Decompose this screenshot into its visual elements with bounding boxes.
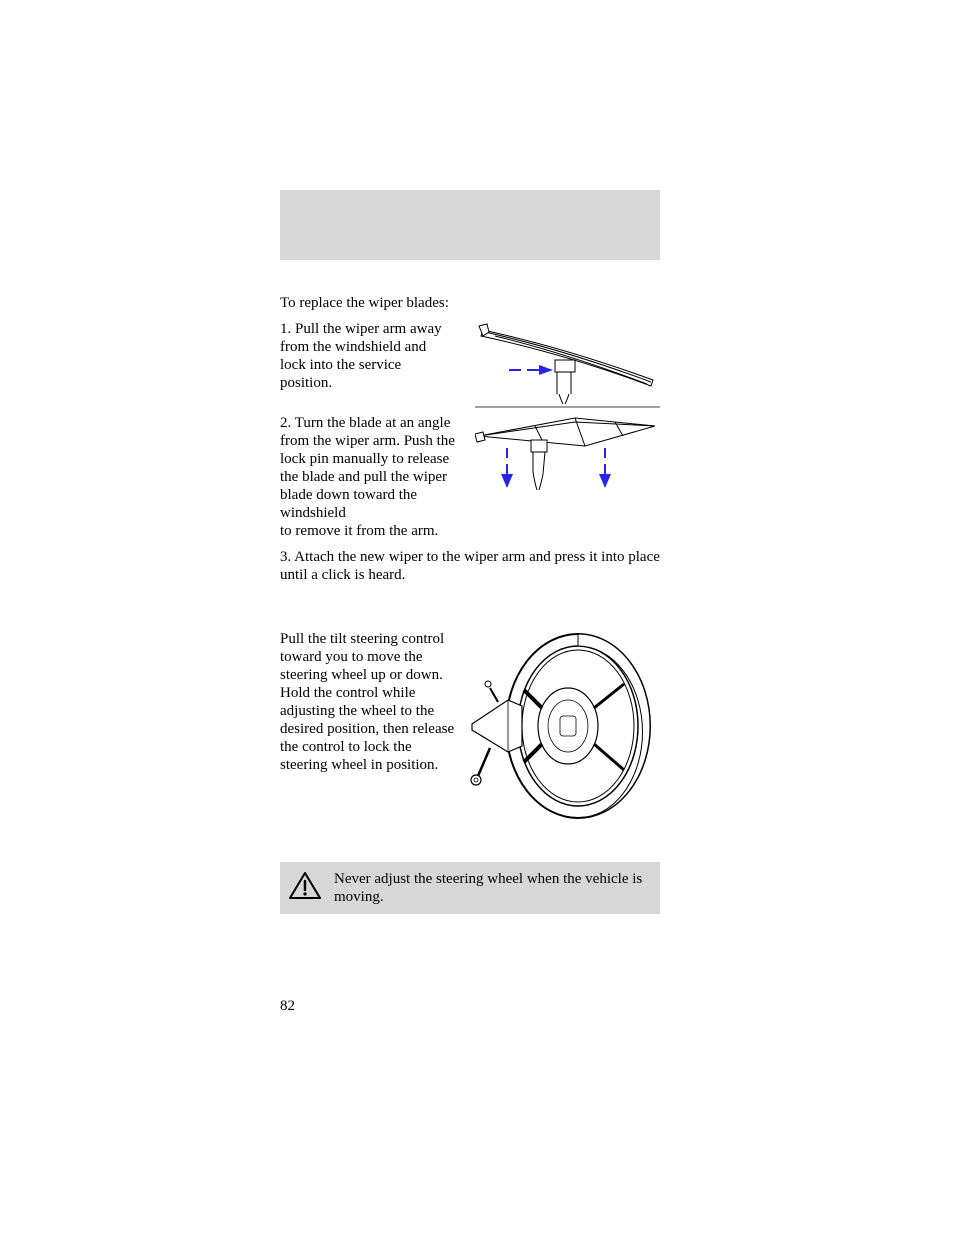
step-1-row: 1. Pull the wiper arm away from the wind… xyxy=(280,320,660,408)
step-2-row: 2. Turn the blade at an angle from the w… xyxy=(280,412,660,522)
step-2-text-b: to remove it from the arm. xyxy=(280,522,660,540)
step-3-text: 3. Attach the new wiper to the wiper arm… xyxy=(280,548,660,584)
figure-1-wiper-top xyxy=(450,320,660,408)
warning-triangle-icon xyxy=(288,871,322,906)
tilt-steering-text: Pull the tilt steering control toward yo… xyxy=(280,630,455,774)
content-column: To replace the wiper blades: 1. Pull the… xyxy=(280,294,660,914)
step-1-text: 1. Pull the wiper arm away from the wind… xyxy=(280,320,450,392)
tilt-steering-row: Pull the tilt steering control toward yo… xyxy=(280,630,660,830)
intro-text: To replace the wiper blades: xyxy=(280,294,660,312)
figure-2-wiper-perspective xyxy=(470,412,660,512)
warning-callout: Never adjust the steering wheel when the… xyxy=(280,862,660,914)
warning-text: Never adjust the steering wheel when the… xyxy=(334,870,648,906)
manual-page: To replace the wiper blades: 1. Pull the… xyxy=(0,0,954,1235)
step-2-text-a: 2. Turn the blade at an angle from the w… xyxy=(280,414,470,522)
header-bar xyxy=(280,190,660,260)
figure-3-steering-wheel xyxy=(455,630,660,830)
page-number: 82 xyxy=(280,998,295,1015)
